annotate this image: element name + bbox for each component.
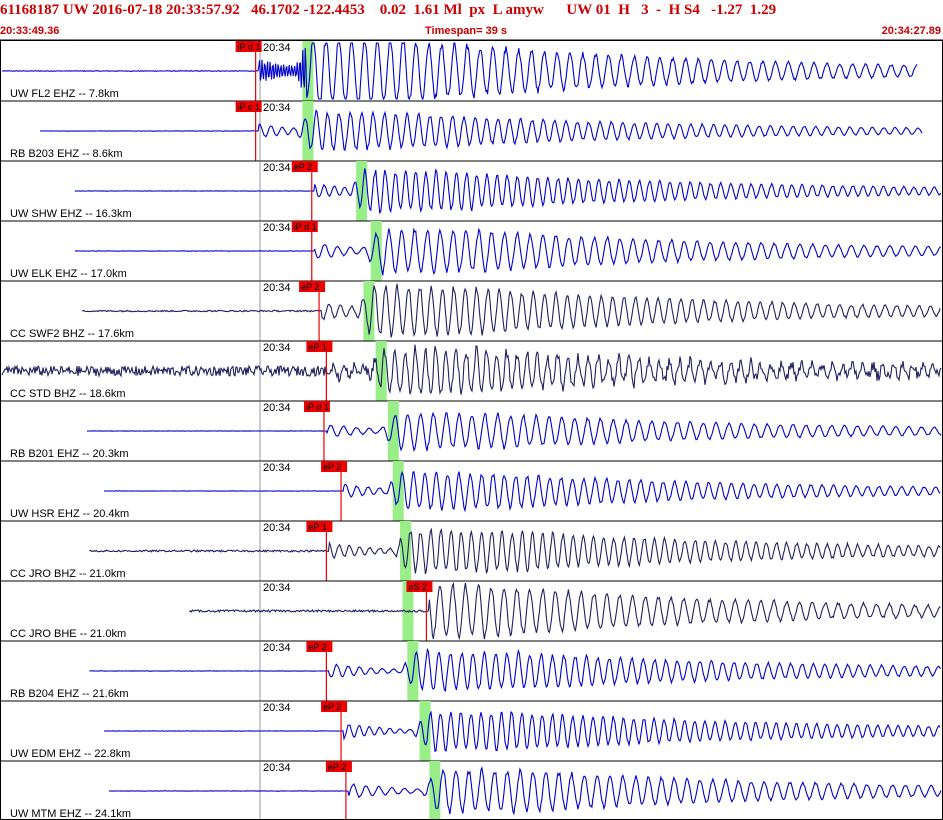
s-window: [400, 521, 412, 581]
time-tick-label: 20:34: [263, 342, 291, 354]
trace-row[interactable]: iP c 1 20:34 RB B203 EHZ -- 8.6km: [0, 101, 943, 162]
pick-label: eP 2: [323, 462, 341, 472]
s-window: [375, 341, 387, 401]
pick-label: eS 2: [408, 582, 427, 592]
time-tick-label: 20:34: [263, 642, 291, 654]
pick-flag[interactable]: [299, 281, 326, 292]
trace-row[interactable]: iP d 120:34 UW ELK EHZ -- 17.0km: [0, 221, 943, 282]
pick-label: eP 2: [308, 642, 326, 652]
waveform-line: [39, 109, 923, 152]
s-window: [356, 161, 368, 221]
station-label: RB B201 EHZ -- 20.3km: [10, 448, 129, 460]
trace-row[interactable]: eP 1 20:34 CC STD BHZ -- 18.6km: [0, 341, 943, 402]
s-window: [370, 221, 382, 281]
waveform-line: [81, 283, 941, 338]
pick-label: iP d 1: [238, 42, 261, 52]
waveform-line: [103, 470, 941, 513]
trace-row[interactable]: eP 2 20:34 CC SWF2 BHZ -- 17.6km: [0, 281, 943, 342]
pick-flag[interactable]: [303, 401, 330, 412]
waveform-line: [108, 766, 942, 816]
trace-row[interactable]: eP 1 20:34 CC JRO BHZ -- 21.0km: [0, 521, 943, 582]
pick-label: eP 2: [323, 702, 341, 712]
time-tick-label: 20:34: [263, 702, 291, 714]
time-tick-label: 20:34: [263, 462, 291, 474]
pick-flag[interactable]: [306, 641, 333, 652]
s-window: [302, 41, 314, 101]
pick-flag[interactable]: [321, 461, 348, 472]
station-label: RB B203 EHZ -- 8.6km: [10, 148, 122, 160]
time-tick-label: 20:34: [263, 162, 291, 174]
station-label: RB B204 EHZ -- 21.6km: [10, 688, 129, 700]
time-tick-label: 20:34: [263, 762, 291, 774]
station-label: UW FL2 EHZ -- 7.8km: [10, 88, 119, 100]
pick-flag[interactable]: [306, 521, 333, 532]
station-label: CC STD BHZ -- 18.6km: [10, 388, 126, 400]
pick-label: eP 2: [294, 162, 312, 172]
pick-label: iP d 1: [294, 222, 317, 232]
s-window: [392, 461, 404, 521]
waveform-line: [1, 344, 942, 396]
station-label: UW ELK EHZ -- 17.0km: [10, 268, 127, 280]
time-tick-label: 20:34: [263, 582, 291, 594]
time-tick-label: 20:34: [263, 522, 291, 534]
pick-flag[interactable]: [306, 341, 333, 352]
end-time: 20:34:27.89: [881, 25, 941, 37]
s-window: [419, 701, 431, 761]
event-title: 61168187 UW 2016-07-18 20:33:57.92 46.17…: [0, 2, 777, 18]
waveform-line: [74, 168, 942, 215]
pick-flag[interactable]: [325, 761, 352, 772]
trace-row[interactable]: eP 2 20:34 UW MTM EHZ -- 24.1km: [0, 761, 943, 820]
pick-flag[interactable]: [406, 581, 433, 592]
waveform-line: [1, 42, 918, 101]
waveform-line: [103, 710, 941, 753]
s-window: [387, 401, 399, 461]
station-label: CC JRO BHZ -- 21.0km: [10, 568, 126, 580]
s-window: [407, 641, 419, 701]
s-window: [429, 761, 441, 820]
station-label: UW SHW EHZ -- 16.3km: [10, 208, 132, 220]
pick-label: eP 2: [328, 762, 346, 772]
waveform-line: [188, 581, 941, 641]
pick-flag[interactable]: [291, 221, 318, 232]
timespan-label: Timespan= 39 s: [425, 25, 508, 37]
time-tick-label: 20:34: [263, 402, 291, 414]
waveform-line: [89, 527, 941, 575]
waveform-line: [74, 227, 941, 276]
start-time: 20:33:49.36: [0, 25, 60, 37]
pick-label: iP d 1: [306, 402, 329, 412]
pick-flag[interactable]: [321, 701, 348, 712]
pick-label: iP c 1: [238, 102, 260, 112]
station-label: UW MTM EHZ -- 24.1km: [10, 808, 131, 820]
trace-row[interactable]: iP d 1 20:34 RB B201 EHZ -- 20.3km: [0, 401, 943, 462]
header-bar: 61168187 UW 2016-07-18 20:33:57.92 46.17…: [0, 0, 943, 40]
time-tick-label: 20:34: [263, 222, 291, 234]
station-label: UW EDM EHZ -- 22.8km: [10, 748, 130, 760]
station-label: CC SWF2 BHZ -- 17.6km: [10, 328, 134, 340]
station-label: CC JRO BHE -- 21.0km: [10, 628, 126, 640]
time-tick-label: 20:34: [263, 42, 291, 54]
time-tick-label: 20:34: [263, 282, 291, 294]
station-label: UW HSR EHZ -- 20.4km: [10, 508, 129, 520]
pick-flag[interactable]: [235, 101, 262, 112]
trace-row[interactable]: eS 2 20:34 CC JRO BHE -- 21.0km: [0, 581, 943, 642]
trace-row[interactable]: eP 2 20:34 RB B204 EHZ -- 21.6km: [0, 641, 943, 702]
trace-row[interactable]: eP 2 20:34 UW EDM EHZ -- 22.8km: [0, 701, 943, 762]
trace-row[interactable]: eP 2 20:34 UW HSR EHZ -- 20.4km: [0, 461, 943, 522]
waveform-line: [87, 411, 942, 453]
trace-row[interactable]: iP d 1 20:34 UW FL2 EHZ -- 7.8km: [0, 41, 943, 102]
trace-row[interactable]: eP 220:34 UW SHW EHZ -- 16.3km: [0, 161, 943, 222]
pick-label: eP 2: [301, 282, 319, 292]
s-window: [363, 281, 375, 341]
pick-flag[interactable]: [235, 41, 262, 52]
waveform-line: [89, 647, 941, 693]
pick-flag[interactable]: [291, 161, 318, 172]
pick-label: eP 1: [308, 342, 326, 352]
pick-label: eP 1: [308, 522, 326, 532]
time-tick-label: 20:34: [263, 102, 291, 114]
